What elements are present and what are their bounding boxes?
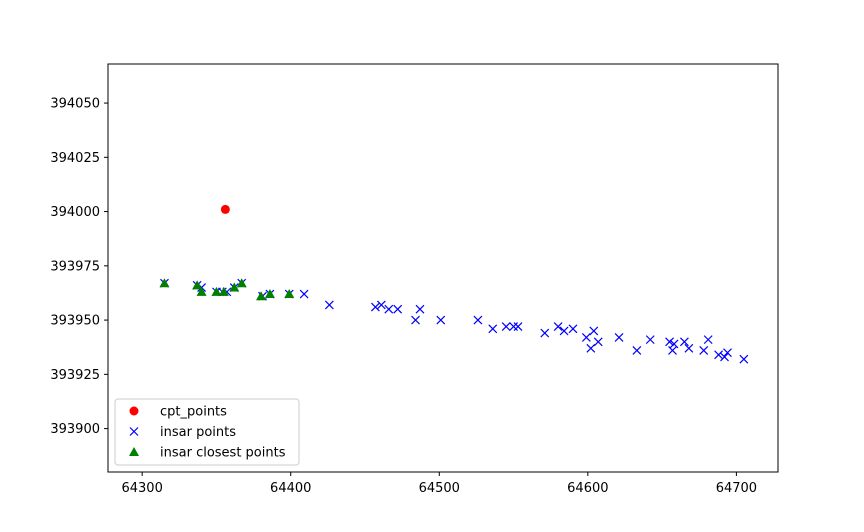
legend-marker <box>129 406 139 416</box>
data-point <box>370 302 380 312</box>
data-point <box>211 286 222 296</box>
data-point <box>669 339 679 349</box>
data-point <box>684 343 694 353</box>
data-point <box>264 289 275 299</box>
data-point <box>586 343 596 353</box>
y-tick-label: 393900 <box>50 422 100 437</box>
data-point <box>384 304 394 314</box>
data-point <box>192 280 203 290</box>
x-tick-label: 64600 <box>567 481 608 496</box>
axis-ticks: 64300 64400 64500 64600 64700 393900 393925 393… <box>50 97 757 496</box>
legend-label: cpt_points <box>160 405 227 420</box>
series-cpt-points <box>220 204 230 214</box>
data-point <box>540 328 550 338</box>
data-point <box>488 324 498 334</box>
data-point <box>703 335 713 345</box>
data-point <box>593 337 603 347</box>
y-tick-label: 393950 <box>50 314 100 329</box>
data-point <box>559 326 569 336</box>
data-point <box>324 300 334 310</box>
data-point <box>589 326 599 336</box>
x-tick-label: 64700 <box>716 481 757 496</box>
y-tick-label: 393925 <box>50 368 100 383</box>
data-point <box>220 204 230 214</box>
y-tick-label: 394050 <box>50 97 100 112</box>
data-point <box>411 315 420 325</box>
legend-marker <box>129 427 139 436</box>
data-point <box>393 304 403 314</box>
data-point <box>568 324 578 334</box>
data-point <box>509 322 518 332</box>
legend-label: insar closest points <box>160 446 286 461</box>
data-point <box>723 348 732 358</box>
data-point <box>229 282 240 292</box>
y-tick-label: 393975 <box>50 259 100 274</box>
data-marks <box>159 204 749 364</box>
legend-label: insar points <box>160 425 236 440</box>
x-tick-label: 64400 <box>270 481 311 496</box>
data-point <box>513 322 523 332</box>
data-point <box>501 322 511 332</box>
data-point <box>679 337 689 347</box>
y-tick-label: 394000 <box>50 205 100 220</box>
data-point <box>699 346 709 355</box>
data-point <box>376 300 386 310</box>
data-point <box>284 289 295 299</box>
legend-marker <box>129 447 139 456</box>
data-point <box>436 315 446 325</box>
data-point <box>645 335 655 345</box>
x-tick-label: 64300 <box>121 481 162 496</box>
data-point <box>720 352 729 362</box>
legend-box <box>114 398 300 466</box>
data-point <box>473 315 483 325</box>
data-point <box>159 278 170 288</box>
data-point <box>415 304 425 314</box>
data-point <box>739 354 749 364</box>
data-point <box>553 322 563 332</box>
data-point <box>714 350 724 360</box>
data-point <box>632 346 642 355</box>
data-point <box>581 333 591 342</box>
data-point <box>196 286 207 296</box>
data-point <box>256 291 267 301</box>
data-point <box>614 333 624 342</box>
x-tick-label: 64500 <box>419 481 460 496</box>
data-point <box>665 337 674 347</box>
series-insar-closest-points <box>159 278 295 301</box>
data-point <box>218 286 229 296</box>
y-tick-label: 394025 <box>50 151 100 166</box>
data-point <box>299 289 309 299</box>
axes-frame <box>107 63 779 473</box>
data-point <box>236 278 247 288</box>
